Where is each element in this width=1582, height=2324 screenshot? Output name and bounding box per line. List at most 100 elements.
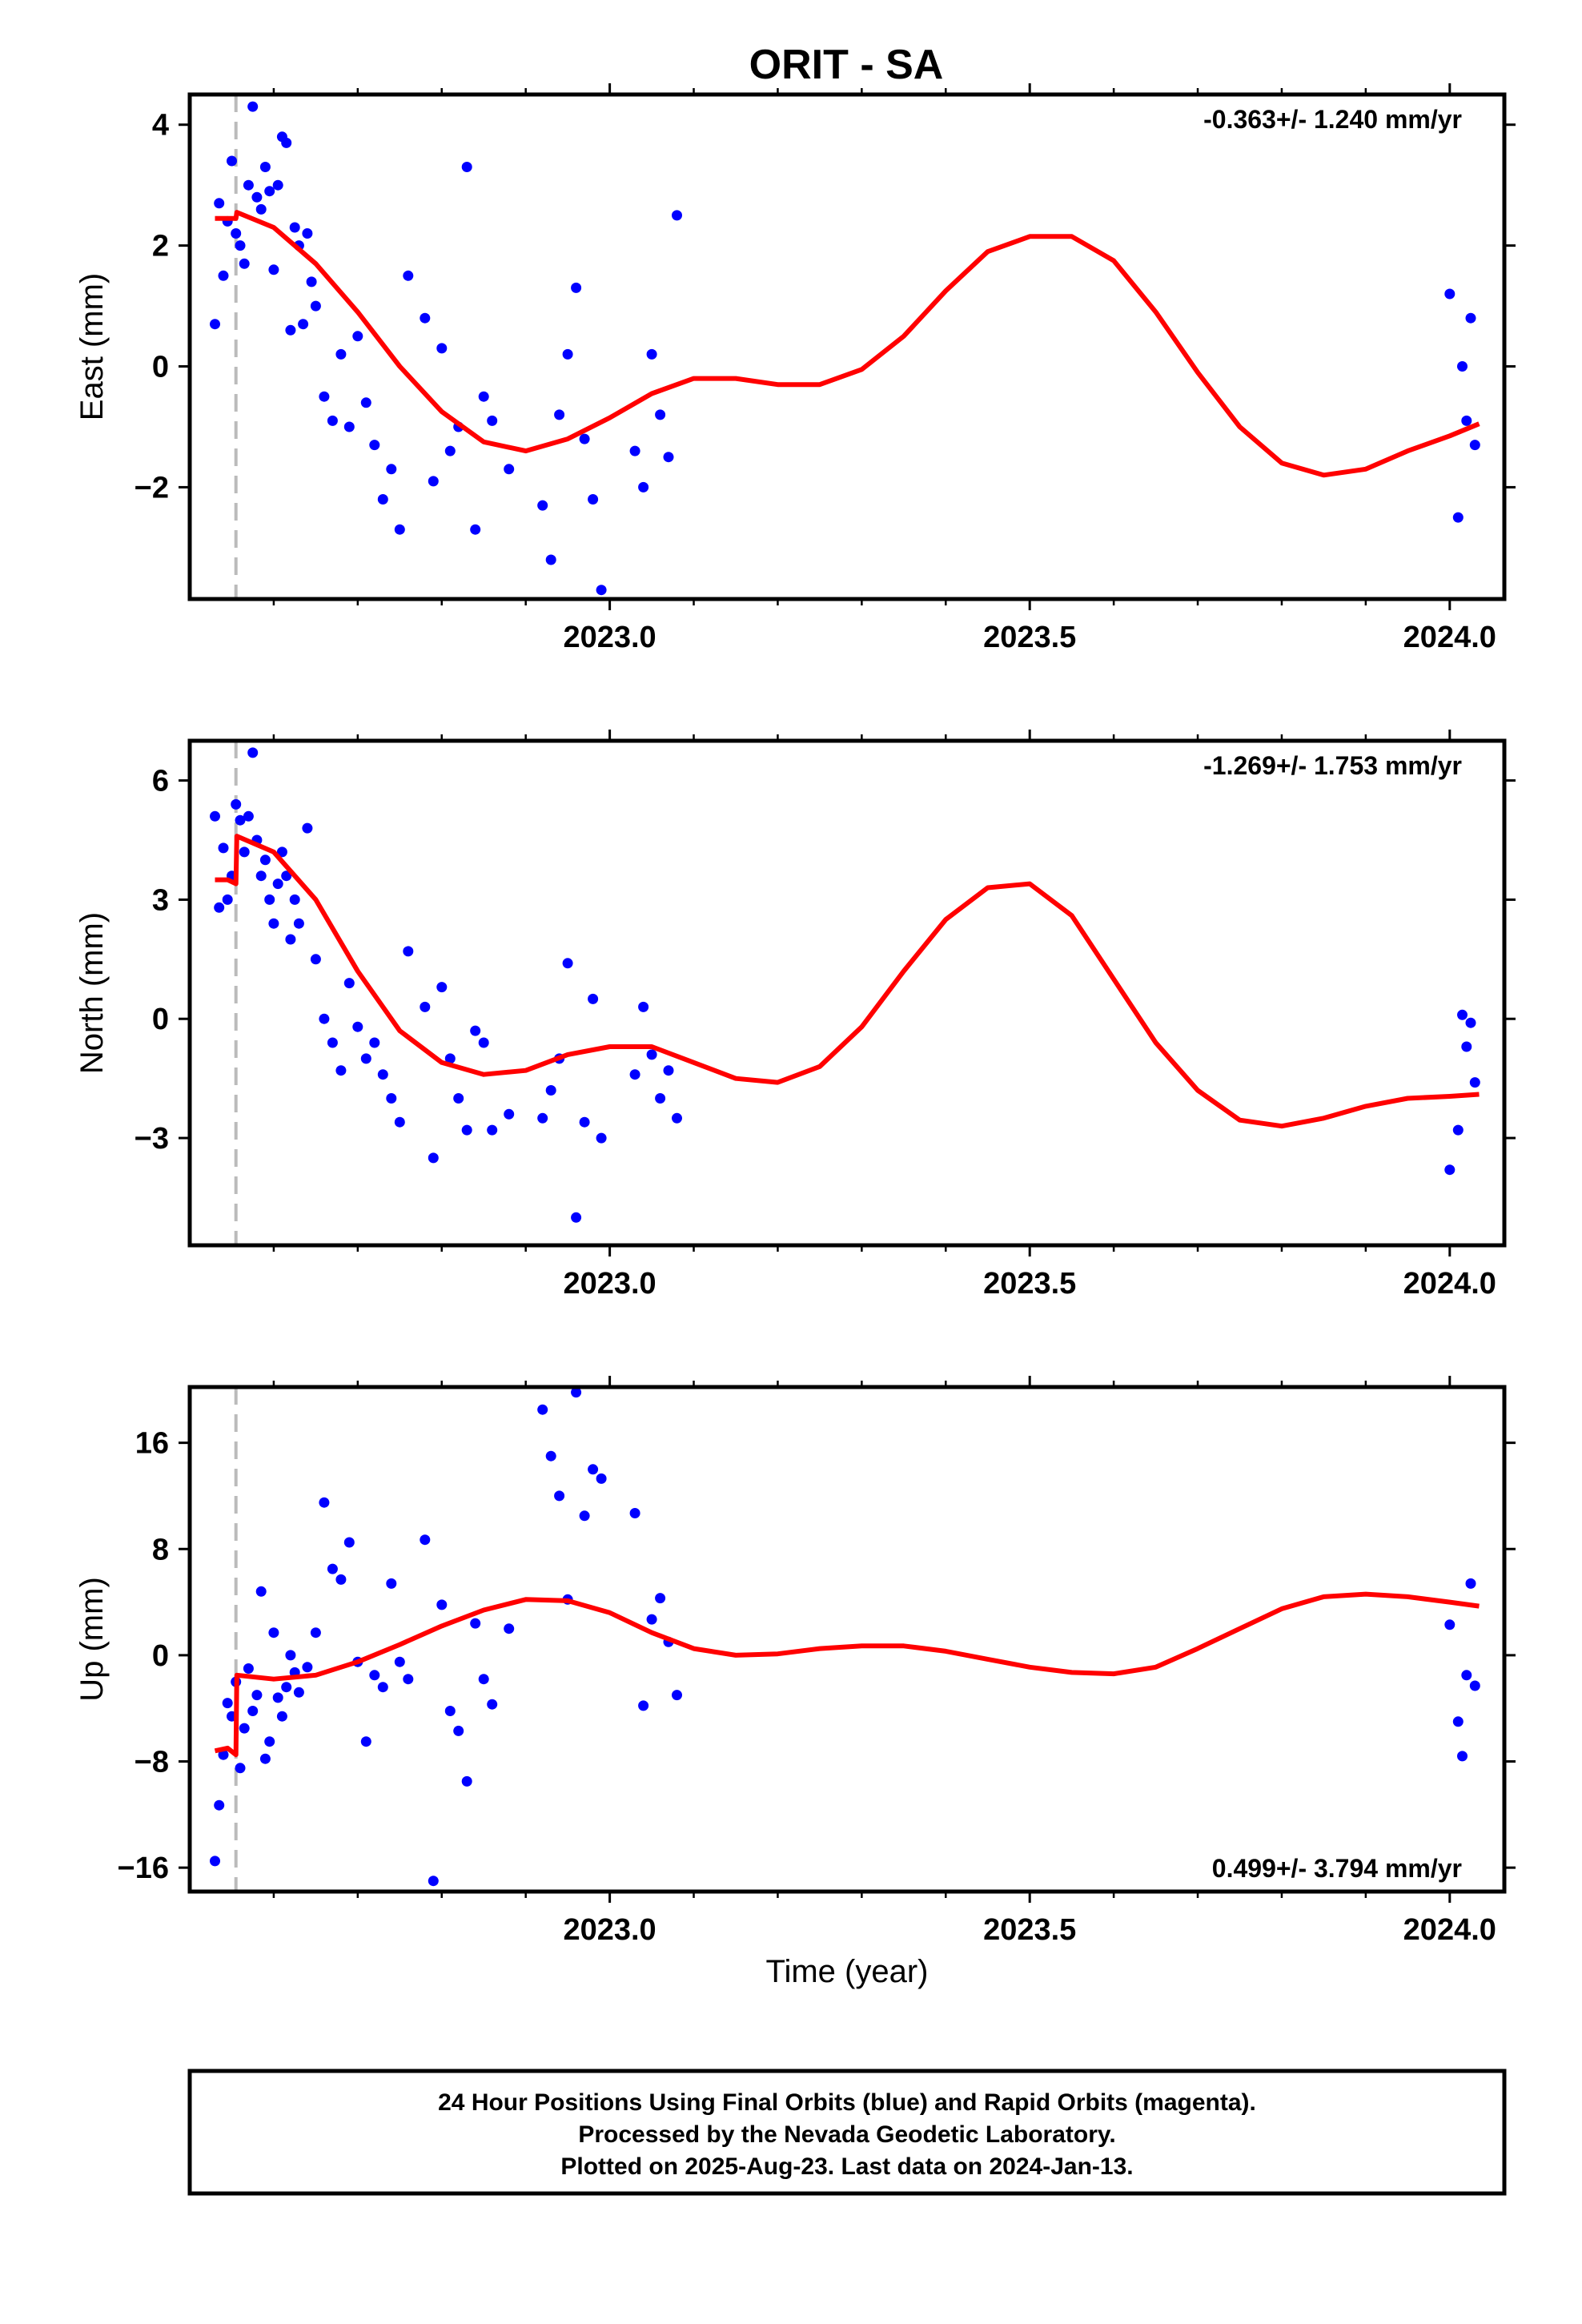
data-point [268, 918, 279, 929]
y-tick-label: −8 [135, 1746, 169, 1779]
data-point [638, 1001, 649, 1012]
data-point [504, 1623, 515, 1634]
data-point [537, 1112, 548, 1124]
data-point [403, 1674, 414, 1685]
y-tick-label: 3 [152, 883, 169, 917]
data-point [281, 137, 292, 148]
data-point [251, 1690, 263, 1701]
data-point [352, 1021, 363, 1032]
data-point [629, 1508, 640, 1518]
data-point [243, 1663, 254, 1674]
data-point [302, 822, 313, 834]
panels-group: 2023.0 2023.5 2024.0 4 2 0 −2 East (mm) -0.363+/… [74, 83, 1516, 1989]
data-point [579, 1116, 590, 1128]
data-point [470, 1618, 481, 1629]
y-axis-label: North (mm) [74, 912, 110, 1074]
data-points [210, 101, 1480, 596]
data-point [554, 1490, 565, 1502]
data-point [470, 524, 481, 535]
data-point [239, 846, 250, 858]
x-tick-label: 2024.0 [1403, 1267, 1496, 1301]
y-tick-label: −3 [135, 1122, 169, 1156]
velocity-annotation: 0.499+/- 3.794 mm/yr [1212, 1854, 1462, 1883]
data-point [663, 452, 674, 463]
data-point [487, 1699, 498, 1710]
data-point [470, 1025, 481, 1036]
data-point [655, 1593, 666, 1604]
data-point [302, 228, 313, 239]
data-point [638, 1700, 649, 1711]
data-point [1465, 1017, 1476, 1028]
data-point [285, 934, 296, 945]
data-point [251, 191, 263, 203]
model-fit-line [214, 1591, 1480, 1758]
data-point [1465, 1578, 1476, 1589]
y-axis-label: East (mm) [74, 273, 110, 420]
footer-line-2: Processed by the Nevada Geodetic Laborat… [578, 2121, 1115, 2148]
data-point [272, 179, 283, 191]
data-point [239, 1723, 250, 1734]
data-point [571, 1212, 582, 1223]
data-point [672, 1112, 682, 1124]
data-point [537, 1404, 548, 1415]
data-point [214, 198, 225, 209]
data-point [444, 1053, 456, 1064]
data-point [403, 270, 414, 281]
data-point [1469, 1077, 1480, 1088]
data-point [444, 445, 456, 456]
data-point [343, 978, 355, 989]
data-point [218, 842, 229, 854]
data-point [545, 1085, 556, 1096]
data-point [222, 894, 233, 905]
data-point [1444, 1619, 1456, 1630]
data-point [218, 270, 229, 281]
data-point [461, 162, 472, 172]
data-point [579, 1510, 590, 1522]
y-axis-label: Up (mm) [74, 1577, 110, 1702]
data-point [369, 1037, 380, 1048]
data-point [293, 918, 304, 929]
data-point [327, 1037, 338, 1048]
x-tick-label: 2023.5 [983, 621, 1076, 654]
data-point [1469, 1680, 1480, 1691]
data-point [231, 798, 242, 810]
data-point [214, 1799, 225, 1811]
data-point [327, 415, 338, 426]
data-point [268, 264, 279, 275]
data-point [588, 1464, 599, 1475]
data-point [259, 854, 271, 866]
data-point [478, 391, 489, 402]
data-point [1457, 1751, 1468, 1762]
data-point [394, 1116, 405, 1128]
data-point [243, 810, 254, 822]
data-point [588, 993, 599, 1004]
data-point [478, 1674, 489, 1685]
data-point [1465, 312, 1476, 324]
data-point [1469, 440, 1480, 451]
data-point [1444, 1164, 1456, 1176]
data-point [210, 1856, 220, 1867]
data-point [436, 1599, 448, 1610]
data-point [461, 1124, 472, 1136]
data-point [1457, 1009, 1468, 1020]
data-point [629, 445, 640, 456]
data-point [327, 1563, 338, 1574]
data-point [420, 1534, 431, 1546]
data-point [239, 258, 250, 269]
data-point [285, 1650, 296, 1661]
data-point [293, 1687, 304, 1698]
data-point [596, 1473, 607, 1484]
data-point [1457, 361, 1468, 372]
data-point [403, 946, 414, 957]
data-point [210, 810, 220, 822]
data-point [394, 1656, 405, 1667]
data-point [264, 894, 275, 905]
data-point [596, 585, 607, 596]
y-tick-label: −2 [135, 471, 169, 505]
data-point [436, 982, 448, 993]
data-point [276, 846, 287, 858]
data-point [227, 155, 237, 167]
data-point [394, 524, 405, 535]
data-point [596, 1132, 607, 1144]
